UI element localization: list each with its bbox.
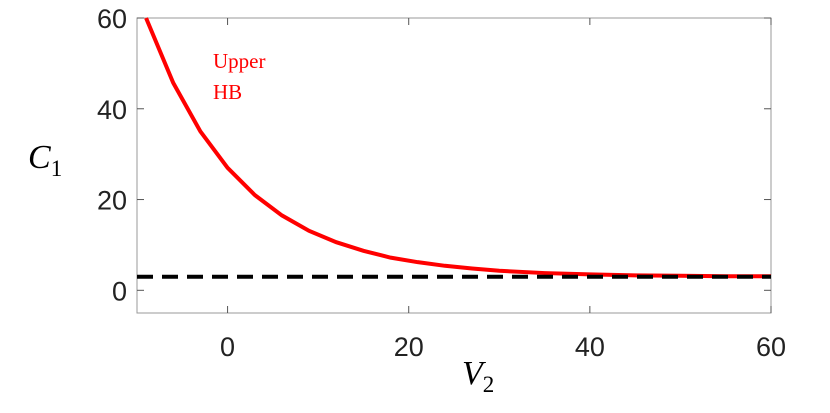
y-tick-label: 0 <box>112 276 127 306</box>
annotation: HB <box>213 80 242 104</box>
annotation: Upper <box>213 49 265 73</box>
x-label-sub: 2 <box>483 372 495 397</box>
y-tick-label: 40 <box>97 95 127 125</box>
x-tick-label: 0 <box>220 332 235 362</box>
y-label-main: C <box>28 139 51 176</box>
plot-frame <box>136 17 772 314</box>
x-tick-label: 60 <box>756 332 786 362</box>
y-tick-label: 20 <box>97 186 127 216</box>
y-label-sub: 1 <box>51 156 63 181</box>
y-axis-label: C1 <box>28 139 62 181</box>
x-tick-label: 40 <box>575 332 605 362</box>
x-axis-label: V2 <box>462 355 494 397</box>
y-tick-label: 60 <box>97 4 127 34</box>
x-tick-label: 20 <box>394 332 424 362</box>
